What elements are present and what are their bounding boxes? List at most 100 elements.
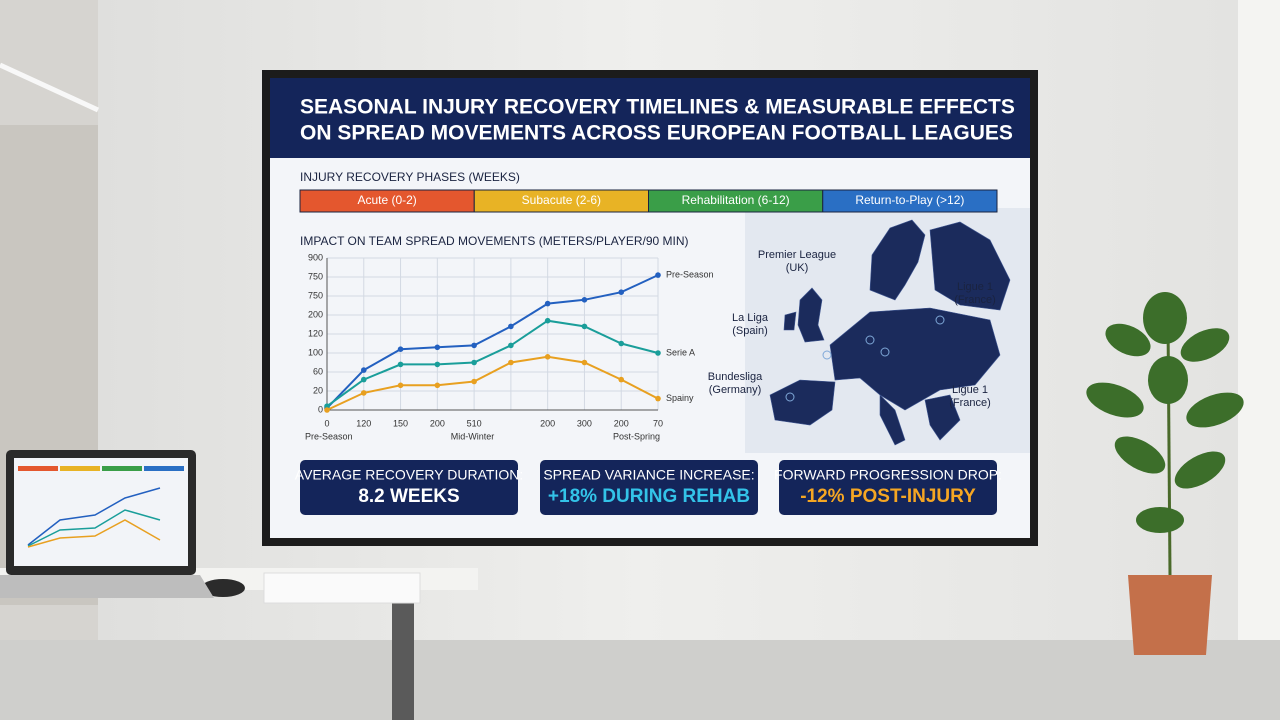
y-tick-label: 750 — [308, 271, 323, 281]
y-tick-label: 120 — [308, 328, 323, 338]
x-tick-label: 200 — [614, 418, 629, 428]
card — [779, 460, 997, 515]
series-point — [324, 407, 330, 413]
x-tick-label: 0 — [324, 418, 329, 428]
x-tick-label: 120 — [356, 418, 371, 428]
phase-label: Return-to-Play (>12) — [855, 193, 964, 207]
card — [300, 460, 518, 515]
phase-label: Acute (0-2) — [357, 193, 416, 207]
card-label: AVERAGE RECOVERY DURATION: — [295, 467, 523, 483]
series-label: Pre-Season — [666, 269, 714, 279]
series-point — [618, 340, 625, 347]
card-value: 8.2 WEEKS — [358, 486, 459, 507]
series-point — [397, 382, 404, 389]
y-tick-label: 750 — [308, 290, 323, 300]
series-label: Serie A — [666, 347, 695, 357]
season-label: Pre-Season — [305, 431, 353, 441]
y-tick-label: 900 — [308, 252, 323, 262]
y-tick-label: 20 — [313, 385, 323, 395]
series-label: Spainy — [666, 393, 694, 403]
card-value: +18% DURING REHAB — [548, 486, 750, 507]
mini-phase — [18, 466, 58, 471]
phase-segment — [822, 189, 998, 213]
series-point — [544, 354, 551, 360]
mini-line — [27, 487, 161, 546]
x-tick-label: 300 — [577, 418, 592, 428]
series-point — [471, 342, 477, 349]
card — [540, 460, 758, 515]
x-tick-label: 200 — [430, 418, 445, 428]
phases-title: INJURY RECOVERY PHASES (WEEKS) — [300, 170, 520, 184]
map-label: (France) — [949, 397, 991, 409]
season-label: Post-Spring — [613, 431, 660, 441]
series-point — [655, 395, 661, 402]
mini-line — [27, 509, 161, 547]
series-point — [471, 359, 477, 366]
map-label: (Germany) — [709, 384, 762, 396]
series-point — [434, 382, 441, 389]
mini-phase — [60, 466, 100, 471]
series-point — [655, 350, 661, 356]
series-point — [397, 346, 404, 353]
floor — [0, 640, 1280, 720]
series-line — [326, 274, 659, 409]
series-point — [655, 272, 661, 278]
title-line: ON SPREAD MOVEMENTS ACROSS EUROPEAN FOOT… — [300, 122, 1013, 145]
laptop-base — [0, 575, 214, 598]
header — [270, 78, 1030, 158]
map-markers — [785, 315, 945, 402]
mini-line — [27, 519, 161, 548]
series-point — [471, 378, 477, 385]
mini-phase — [144, 466, 184, 471]
map-label: Ligue 1 — [957, 281, 993, 293]
x-tick-label: 70 — [653, 418, 663, 428]
series-point — [544, 317, 551, 324]
series-point — [618, 376, 625, 383]
map-label: (France) — [954, 294, 996, 306]
ceiling-light — [0, 62, 100, 113]
series-point — [360, 367, 367, 373]
series-point — [434, 344, 441, 351]
leaves — [1086, 292, 1244, 533]
series-line — [326, 355, 659, 411]
map-label: La Liga — [732, 312, 769, 324]
desk-leg — [392, 590, 414, 720]
pot — [1128, 575, 1212, 655]
title-line: SEASONAL INJURY RECOVERY TIMELINES & MEA… — [300, 96, 1015, 119]
y-tick-label: 60 — [313, 366, 323, 376]
papers — [263, 572, 421, 604]
card-label: SPREAD VARIANCE INCREASE: — [543, 467, 754, 483]
phase-label: Subacute (2-6) — [522, 193, 601, 207]
map-label: (Spain) — [732, 325, 767, 337]
map-label: Ligue 1 — [952, 384, 988, 396]
series-point — [360, 376, 367, 383]
series-point — [434, 361, 441, 368]
y-tick-label: 200 — [308, 309, 323, 319]
series-point — [581, 359, 588, 366]
series-point — [508, 342, 514, 349]
series-point — [581, 297, 588, 303]
series-point — [508, 323, 514, 330]
map-label: (UK) — [786, 262, 809, 274]
series-point — [581, 323, 588, 330]
x-tick-label: 150 — [393, 418, 408, 428]
series-point — [508, 359, 514, 366]
chart-title: IMPACT ON TEAM SPREAD MOVEMENTS (METERS/… — [300, 234, 689, 248]
y-tick-label: 100 — [308, 347, 323, 357]
y-tick-label: 0 — [318, 404, 323, 414]
mouse — [201, 579, 245, 597]
x-tick-label: 510 — [467, 418, 482, 428]
mini-phase — [102, 466, 142, 471]
europe-map — [769, 219, 1011, 446]
x-tick-label: 200 — [540, 418, 555, 428]
card-value: -12% POST-INJURY — [800, 486, 976, 507]
series-point — [397, 361, 404, 368]
series-line — [326, 319, 659, 408]
card-label: FORWARD PROGRESSION DROP: — [774, 467, 1002, 483]
series-point — [618, 289, 625, 296]
series-point — [360, 390, 367, 396]
column — [1238, 0, 1280, 640]
phase-label: Rehabilitation (6-12) — [682, 193, 790, 207]
season-label: Mid-Winter — [451, 431, 495, 441]
